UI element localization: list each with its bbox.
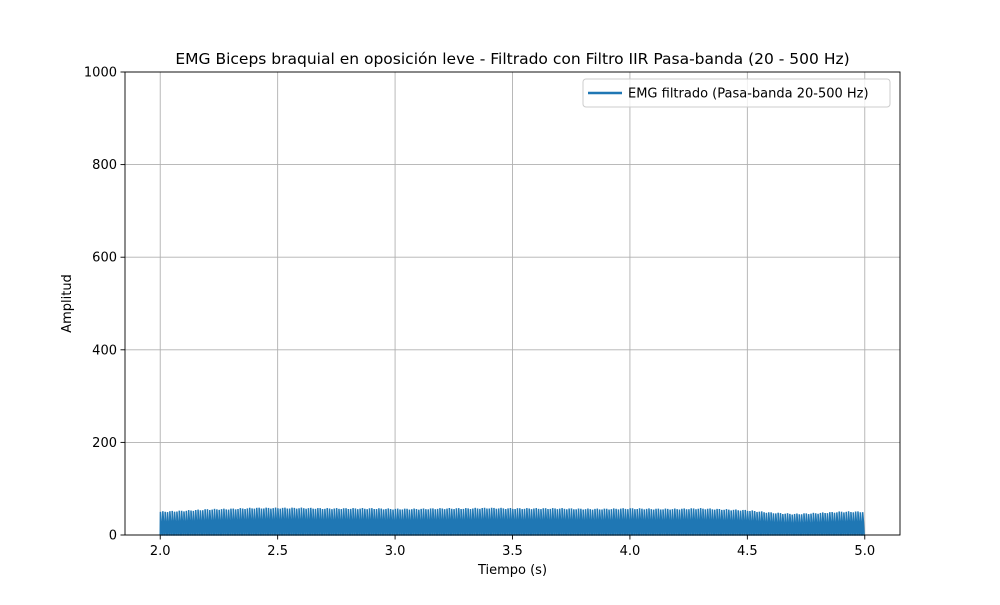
y-tick-label: 800 [92,158,117,173]
y-tick-label: 200 [92,436,117,451]
y-axis-label: Amplitud [60,274,75,333]
x-tick-label: 2.0 [150,544,171,559]
y-tick-label: 600 [92,251,117,266]
x-tick-label: 5.0 [854,544,875,559]
legend-box [582,78,891,108]
legend-label: EMG filtrado (Pasa-banda 20-500 Hz) [628,87,869,102]
y-tick-label: 1000 [84,66,117,81]
y-tick-label: 400 [92,343,117,358]
x-axis-label: Tiempo (s) [477,563,547,578]
chart-title: EMG Biceps braquial en oposición leve - … [175,50,849,68]
x-tick-label: 2.5 [267,544,288,559]
legend: EMG filtrado (Pasa-banda 20-500 Hz) [582,78,891,108]
x-tick-label: 4.0 [620,544,641,559]
x-tick-label: 3.5 [502,544,523,559]
x-tick-label: 4.5 [737,544,758,559]
x-tick-label: 3.0 [385,544,406,559]
series-line [159,507,865,536]
y-tick-label: 0 [109,529,117,544]
